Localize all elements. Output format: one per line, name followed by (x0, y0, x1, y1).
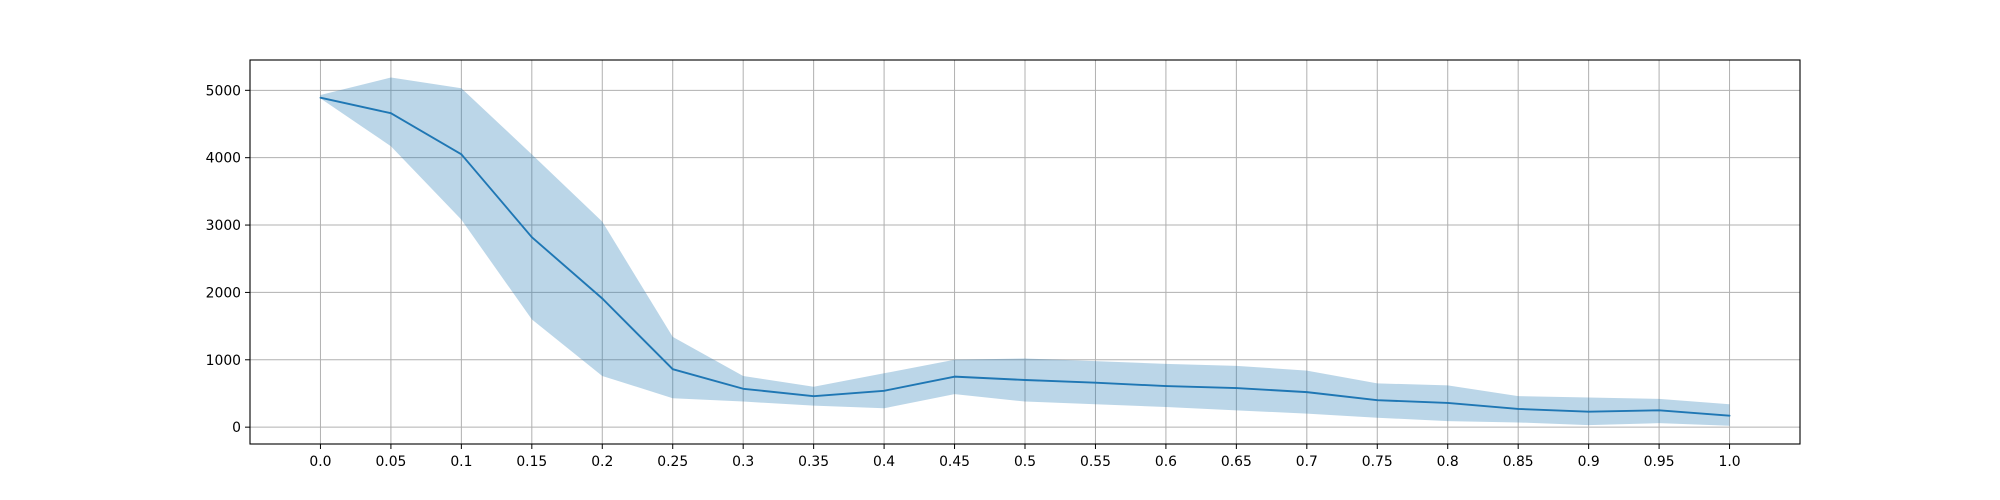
data-point (460, 153, 463, 156)
x-tick-label: 0.75 (1362, 454, 1393, 470)
x-tick-label: 0.4 (873, 454, 895, 470)
x-tick-label: 0.3 (732, 454, 754, 470)
x-tick-label: 0.2 (591, 454, 613, 470)
data-point (1235, 387, 1238, 389)
axis-ticks: 0.0 0.05 0.1 0.15 0.2 0.25 0.3 0.35 0.4 0.45 0.5 0.… (206, 83, 1741, 470)
x-tick-label: 0.55 (1080, 454, 1111, 470)
x-tick-label: 0.45 (939, 454, 970, 470)
x-tick-label: 0.05 (375, 454, 406, 470)
x-tick-label: 0.15 (516, 454, 547, 470)
data-point (883, 389, 885, 392)
data-point (390, 112, 392, 115)
data-point (1658, 409, 1660, 412)
data-point (1094, 381, 1097, 384)
x-tick-label: 1.0 (1718, 454, 1740, 470)
data-point (953, 375, 956, 378)
data-point (742, 387, 745, 390)
y-tick-label: 1000 (206, 353, 241, 369)
x-tick-label: 0.35 (798, 454, 829, 470)
grid (250, 60, 1800, 444)
data-point (1024, 379, 1026, 381)
y-tick-label: 4000 (206, 151, 241, 167)
data-point (1587, 410, 1590, 413)
data-point (1165, 385, 1167, 387)
x-tick-label: 0.25 (657, 454, 688, 470)
series-line-group (319, 96, 1731, 417)
x-tick-label: 0.85 (1503, 454, 1534, 470)
x-tick-label: 0.65 (1221, 454, 1252, 470)
x-tick-label: 0.95 (1644, 454, 1675, 470)
data-point (812, 395, 815, 398)
y-tick-label: 3000 (206, 218, 241, 234)
x-tick-label: 0.6 (1155, 454, 1177, 470)
data-point (319, 96, 322, 99)
data-point (1305, 391, 1308, 394)
y-tick-label: 0 (232, 420, 241, 436)
x-tick-label: 0.9 (1578, 454, 1600, 470)
data-point (530, 236, 533, 239)
data-point (1376, 399, 1379, 402)
x-tick-label: 0.1 (450, 454, 472, 470)
x-tick-label: 0.0 (309, 454, 331, 470)
std-band (320, 77, 1730, 426)
y-tick-label: 2000 (206, 285, 241, 301)
data-point (671, 368, 674, 371)
x-tick-label: 0.8 (1437, 454, 1459, 470)
x-tick-label: 0.7 (1296, 454, 1318, 470)
y-tick-label: 5000 (206, 83, 241, 99)
data-point (1446, 402, 1449, 404)
confidence-band (320, 77, 1730, 426)
data-point (1728, 414, 1731, 417)
data-point (1517, 408, 1520, 410)
x-tick-label: 0.5 (1014, 454, 1036, 470)
data-point (601, 297, 604, 300)
